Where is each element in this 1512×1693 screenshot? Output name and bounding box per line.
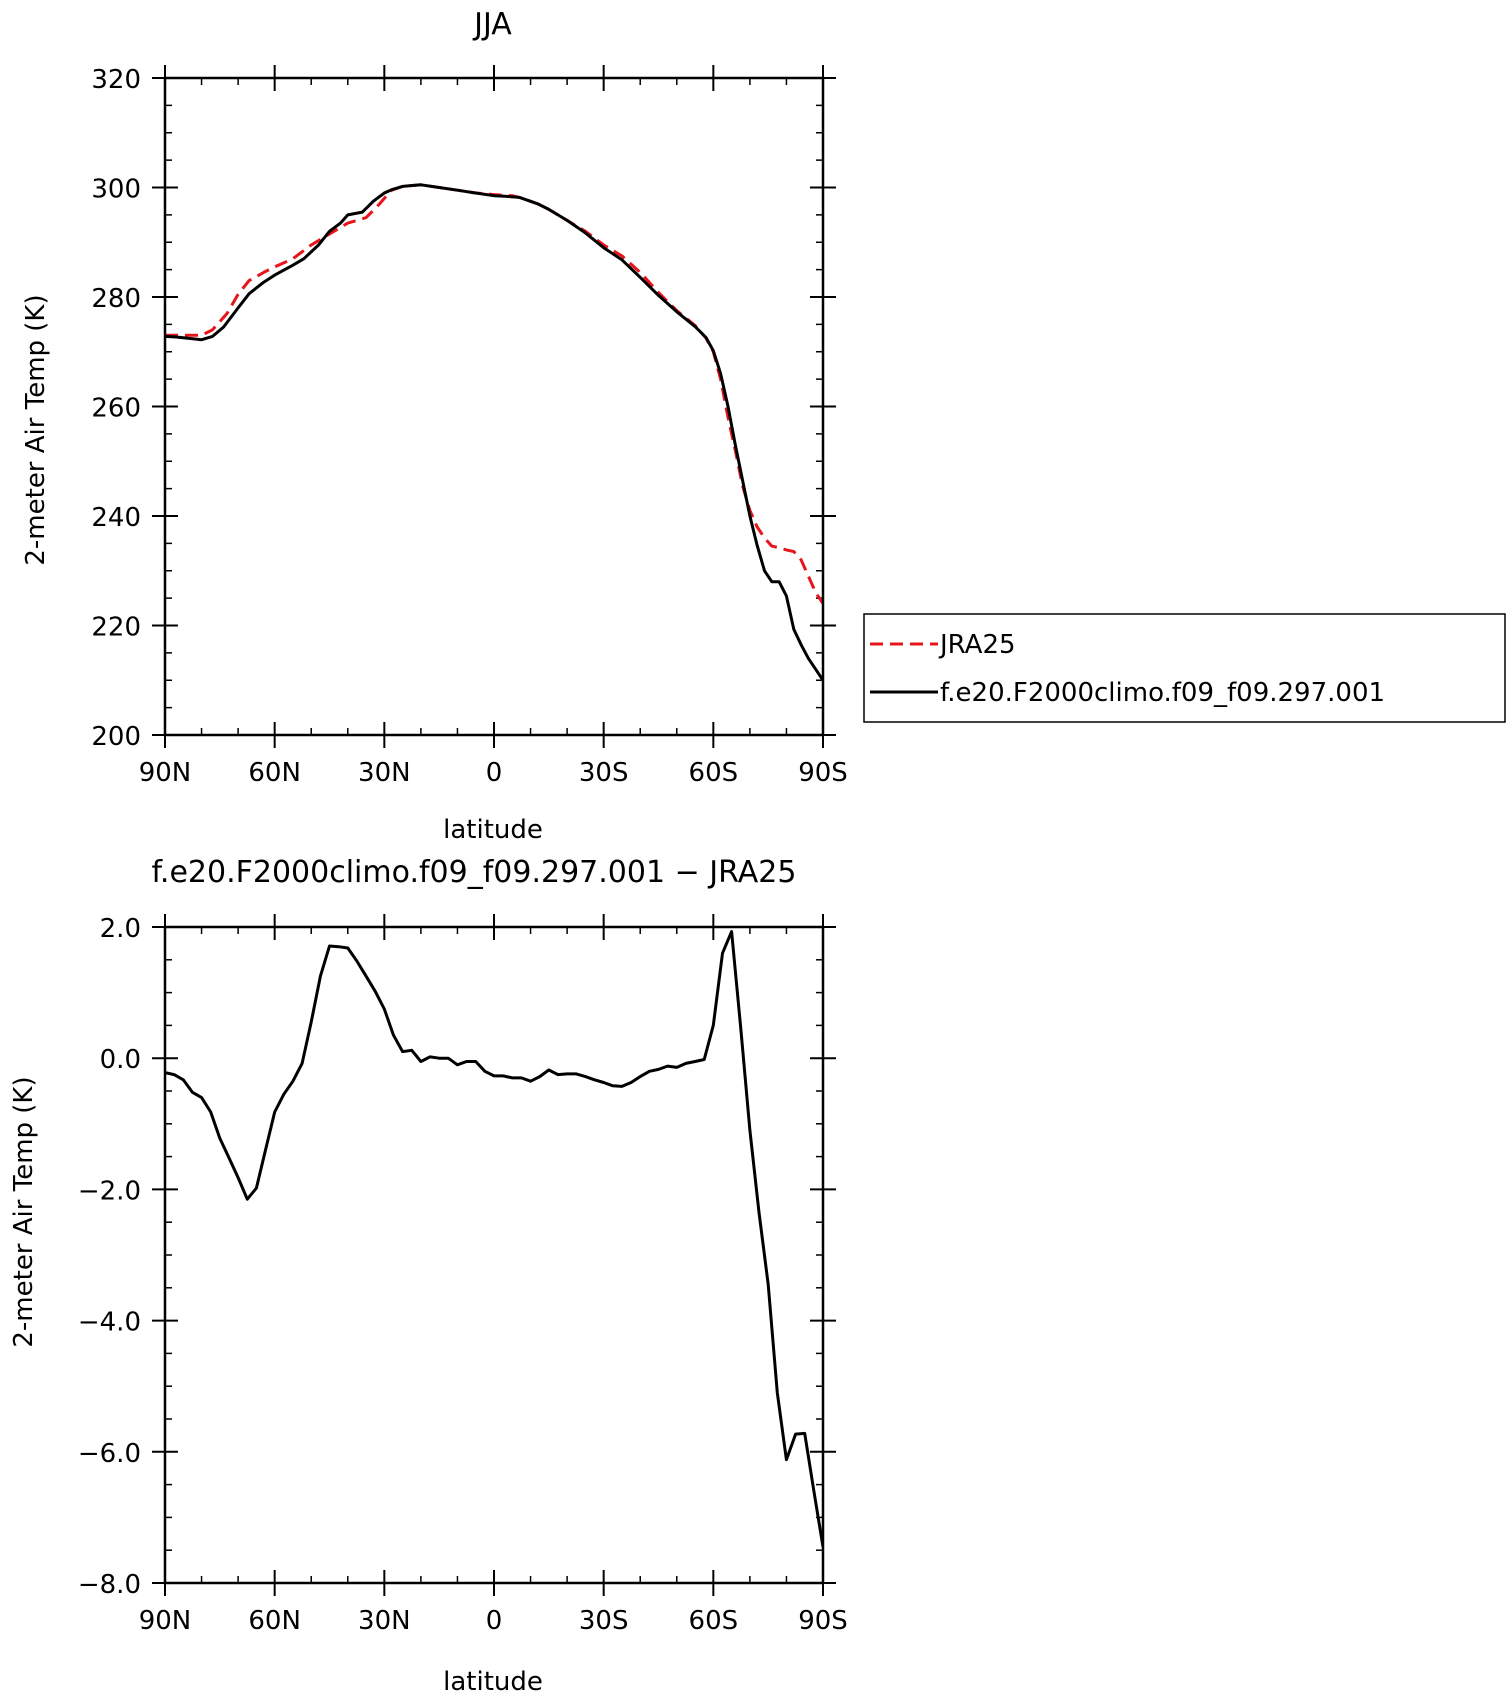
top-x-tick-label: 30S (579, 758, 629, 788)
legend-label-jra25: JRA25 (938, 630, 1016, 660)
top-x-tick-label: 90N (139, 758, 192, 788)
bottom-y-tick-label: −4.0 (78, 1308, 141, 1338)
bottom-y-tick-label: −6.0 (78, 1439, 141, 1469)
legend: JRA25 f.e20.F2000climo.f09_f09.297.001 (863, 613, 1506, 723)
top-y-tick-label: 240 (91, 503, 141, 533)
bottom-x-axis-title: latitude (443, 1667, 543, 1693)
top-y-tick-label: 220 (91, 613, 141, 643)
legend-label-model: f.e20.F2000climo.f09_f09.297.001 (940, 678, 1385, 708)
top-panel: JJA 200 220 240 260 280 300 320 90N 60N 30N 0 30S 6… (21, 7, 848, 845)
bottom-ticks (152, 914, 836, 1596)
bottom-panel: f.e20.F2000climo.f09_f09.297.001 − JRA25… (9, 855, 848, 1693)
top-x-tick-label: 30N (358, 758, 411, 788)
top-x-tick-label: 0 (486, 758, 503, 788)
bottom-x-tick-label: 60S (689, 1606, 739, 1636)
bottom-y-tick-label: 2.0 (100, 914, 141, 944)
bottom-x-tick-label: 60N (248, 1606, 301, 1636)
top-y-tick-labels: 200 220 240 260 280 300 320 (91, 65, 141, 752)
bottom-x-tick-labels: 90N 60N 30N 0 30S 60S 90S (139, 1606, 848, 1636)
top-x-tick-label: 60S (689, 758, 739, 788)
bottom-y-tick-label: 0.0 (100, 1045, 141, 1075)
top-y-tick-label: 300 (91, 175, 141, 205)
top-ticks (152, 65, 836, 748)
bottom-plot-frame (163, 925, 825, 1585)
bottom-series-layer (165, 930, 823, 1548)
bottom-y-axis-title: 2-meter Air Temp (K) (9, 1076, 39, 1347)
top-y-tick-label: 280 (91, 284, 141, 314)
bottom-x-tick-label: 0 (486, 1606, 503, 1636)
top-y-axis-title: 2-meter Air Temp (K) (21, 294, 51, 565)
bottom-x-tick-label: 90N (139, 1606, 192, 1636)
top-x-tick-label: 60N (248, 758, 301, 788)
bottom-x-tick-label: 90S (798, 1606, 848, 1636)
bottom-chart-title: f.e20.F2000climo.f09_f09.297.001 − JRA25 (152, 855, 797, 890)
bottom-y-tick-label: −2.0 (78, 1176, 141, 1206)
top-chart-title: JJA (472, 7, 512, 42)
top-y-tick-label: 260 (91, 394, 141, 424)
bottom-y-tick-label: −8.0 (78, 1570, 141, 1600)
top-series-line-f-e20-f2000climo-f09-f09-297-001 (165, 183, 823, 682)
top-plot-frame (163, 76, 825, 737)
bottom-x-tick-label: 30N (358, 1606, 411, 1636)
bottom-x-tick-label: 30S (579, 1606, 629, 1636)
bottom-series-line-difference (165, 930, 823, 1548)
top-x-axis-title: latitude (443, 815, 543, 845)
bottom-y-tick-labels: −8.0 −6.0 −4.0 −2.0 0.0 2.0 (78, 914, 141, 1600)
legend-box (863, 613, 1506, 723)
top-x-tick-labels: 90N 60N 30N 0 30S 60S 90S (139, 758, 848, 788)
top-y-tick-label: 320 (91, 65, 141, 95)
top-y-tick-label: 200 (91, 722, 141, 752)
top-series-layer (165, 183, 823, 682)
top-x-tick-label: 90S (798, 758, 848, 788)
